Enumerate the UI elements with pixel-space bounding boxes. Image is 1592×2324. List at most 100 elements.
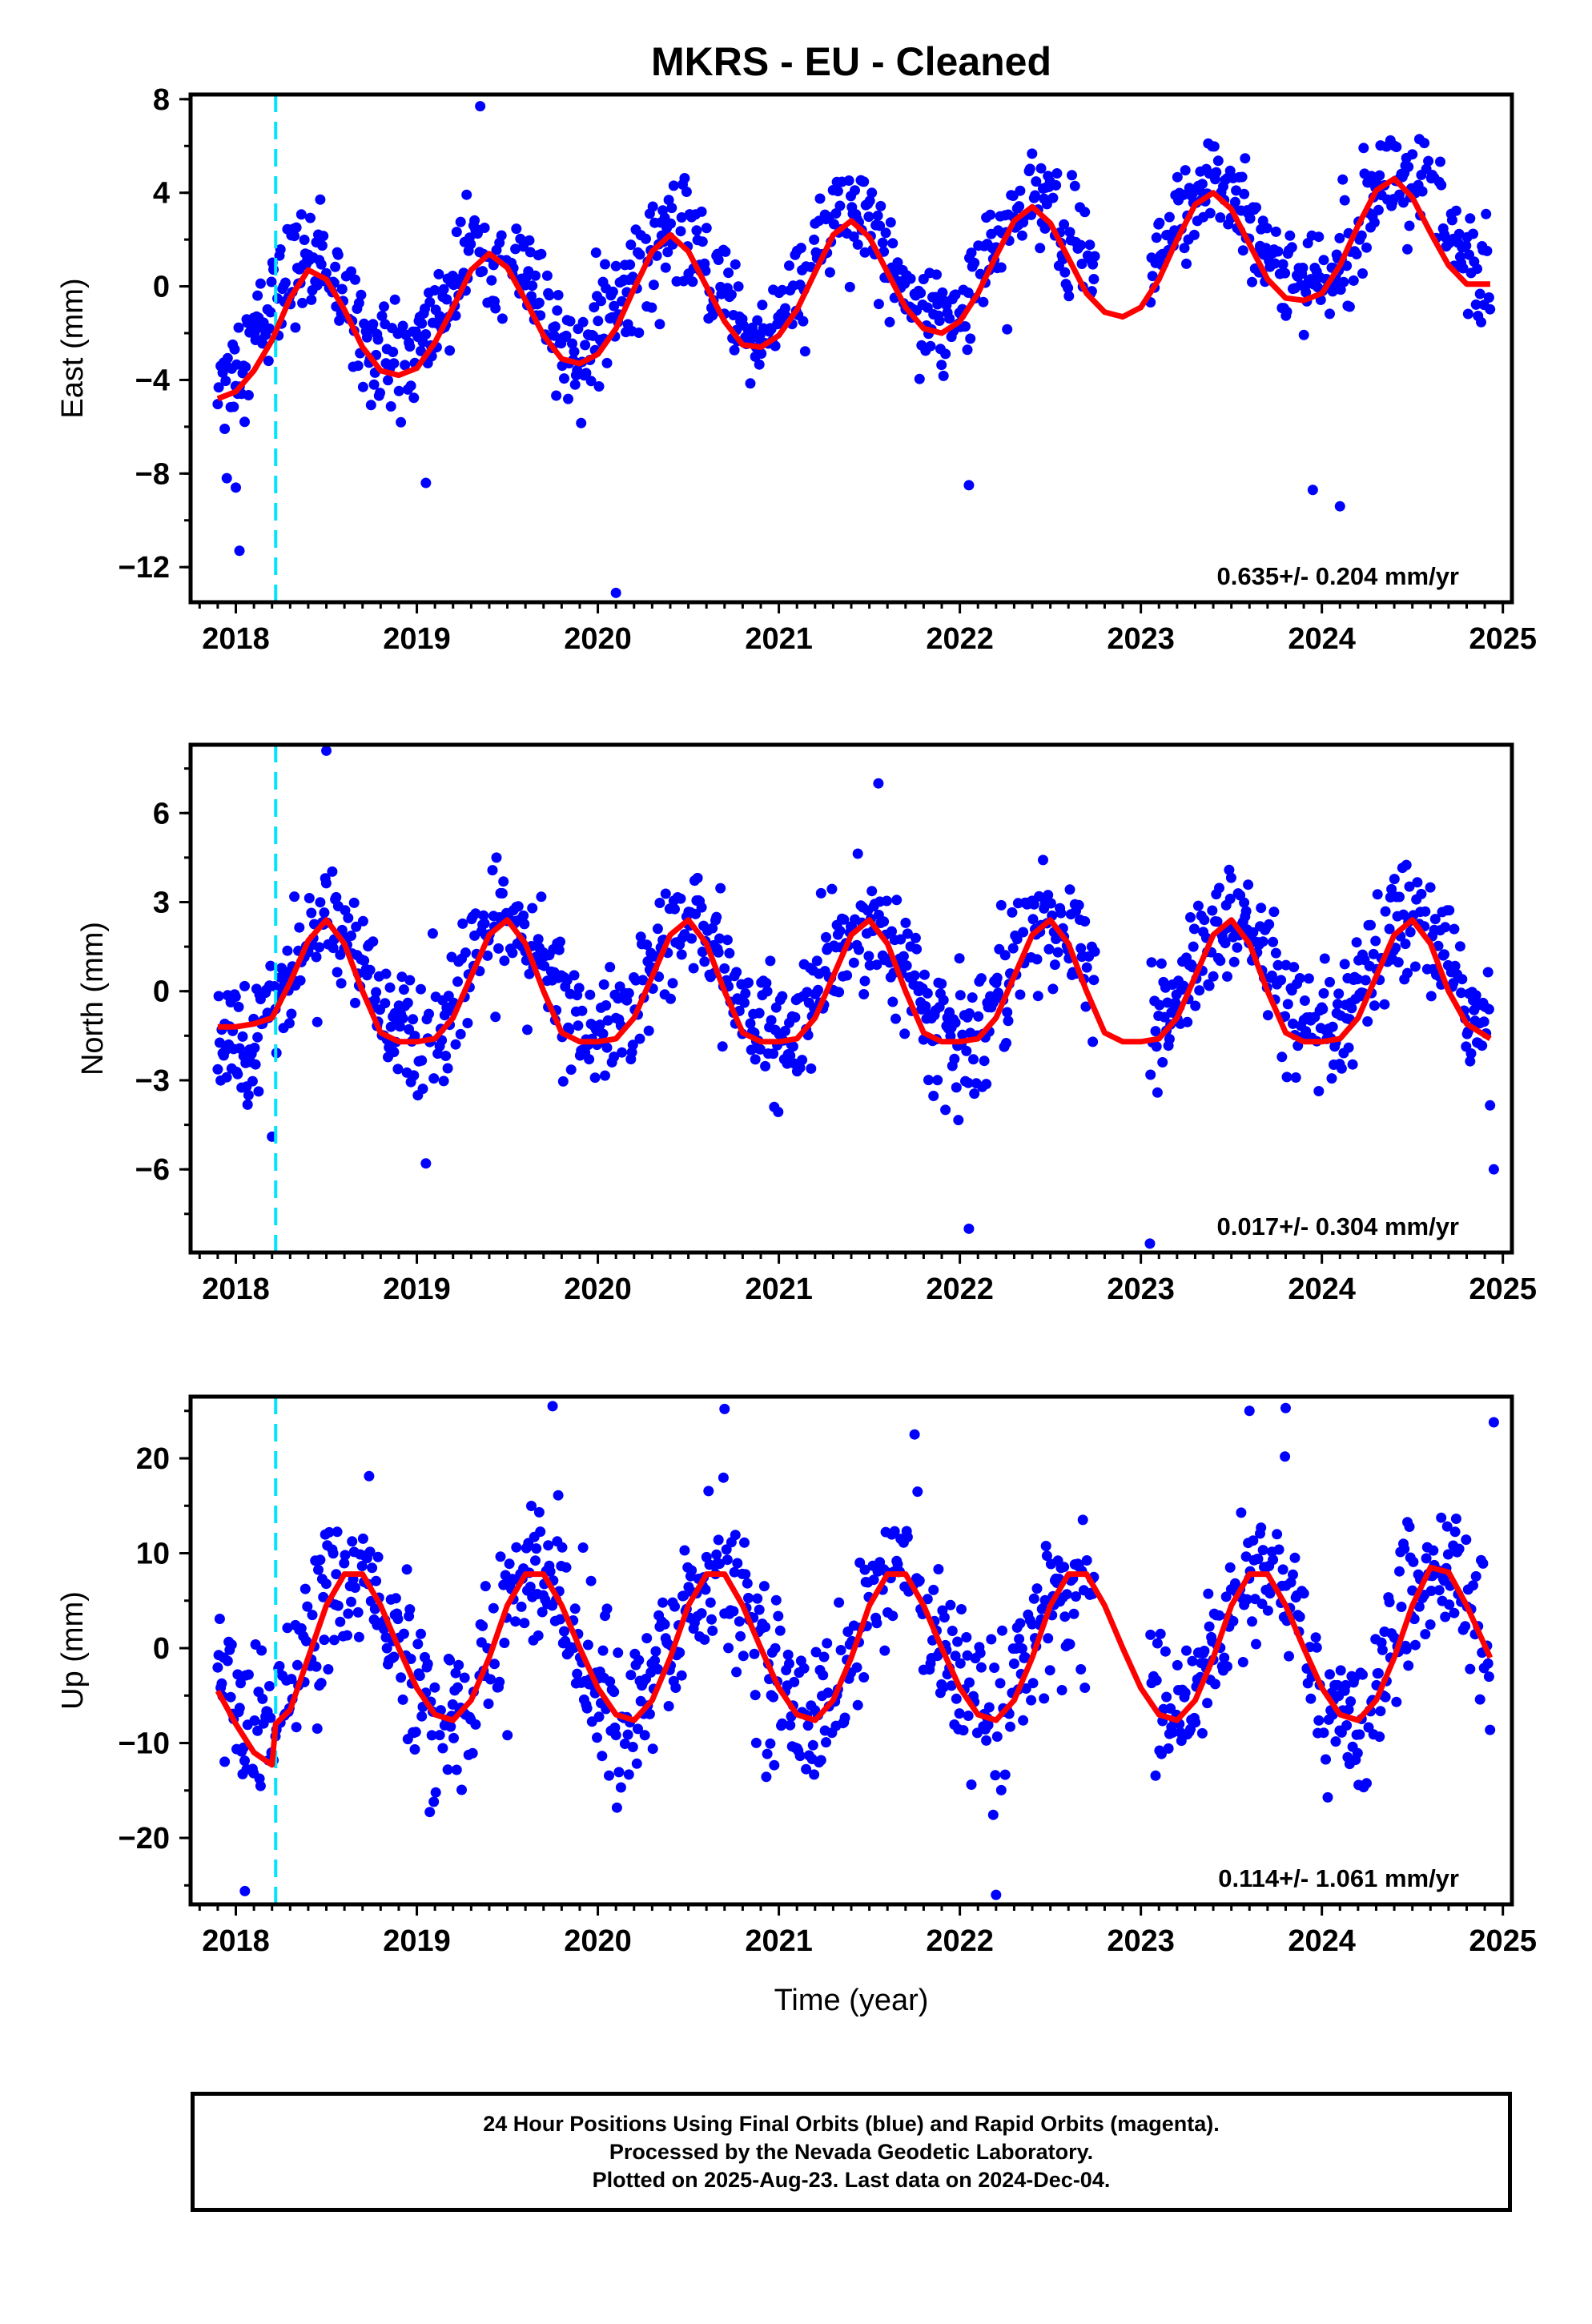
data-point (250, 1059, 261, 1070)
data-point (859, 975, 870, 987)
data-point (479, 918, 490, 929)
data-point (316, 240, 328, 251)
data-point (316, 259, 327, 270)
data-point (932, 1075, 943, 1086)
data-point (1389, 874, 1400, 885)
data-point (263, 356, 274, 367)
data-point (257, 1693, 268, 1704)
data-point (1273, 1544, 1284, 1555)
data-point (364, 1470, 375, 1482)
data-point (880, 227, 891, 239)
data-point (770, 340, 781, 352)
data-point (665, 218, 676, 229)
data-point (537, 1606, 548, 1618)
data-point (1373, 204, 1384, 215)
data-point (761, 978, 772, 988)
data-point (1374, 170, 1385, 181)
data-point (328, 1634, 340, 1646)
data-point (989, 1663, 1000, 1673)
data-point (457, 918, 468, 929)
data-point (774, 1625, 786, 1636)
data-point (809, 234, 820, 245)
data-point (1067, 170, 1077, 181)
data-point (634, 1033, 645, 1044)
data-point (1436, 1512, 1447, 1523)
x-tick-label: 2019 (383, 1273, 451, 1306)
fit-curve (217, 917, 1492, 1045)
data-point (332, 1600, 344, 1611)
data-point (1280, 1451, 1291, 1462)
data-point (336, 978, 347, 989)
data-point (266, 276, 277, 287)
data-point (253, 1086, 264, 1097)
data-point (950, 1017, 961, 1028)
data-point (584, 1054, 595, 1065)
y-tick-label: −10 (119, 1727, 170, 1761)
data-point (730, 259, 741, 270)
data-point (1474, 288, 1485, 300)
data-point (1326, 1073, 1337, 1084)
data-point (1240, 906, 1252, 917)
data-point (593, 1711, 605, 1723)
data-point (1247, 1616, 1257, 1627)
x-tick-label: 2022 (926, 1273, 994, 1306)
data-point (1307, 485, 1318, 496)
y-tick-label: 0 (153, 1632, 170, 1666)
data-point (1079, 207, 1091, 218)
data-point (401, 1564, 412, 1575)
data-point (839, 1712, 850, 1723)
data-point (938, 995, 949, 1006)
data-point (1476, 316, 1486, 328)
data-point (573, 983, 585, 994)
data-point (234, 1703, 245, 1714)
data-point (577, 1542, 589, 1553)
data-point (519, 1618, 530, 1629)
data-point (991, 1731, 1003, 1742)
data-point (692, 872, 703, 883)
data-point (469, 215, 480, 226)
data-point (1182, 1016, 1193, 1027)
x-tick-label: 2020 (564, 622, 632, 656)
data-point (526, 1501, 537, 1511)
data-point (1404, 881, 1415, 892)
data-point (1049, 959, 1060, 971)
data-point (1222, 971, 1232, 982)
data-points-1 (212, 101, 1496, 598)
data-point (966, 247, 977, 259)
data-point (705, 1597, 716, 1608)
x-tick-label: 2023 (1107, 1273, 1175, 1306)
data-point (925, 340, 936, 352)
data-point (563, 393, 573, 404)
data-point (650, 1646, 661, 1657)
data-point (874, 220, 886, 231)
data-point (220, 376, 231, 387)
data-point (392, 1063, 404, 1075)
data-point (887, 996, 899, 1007)
data-point (1160, 1646, 1171, 1657)
data-point (420, 1158, 432, 1169)
data-point (1047, 192, 1059, 203)
data-point (1043, 1633, 1054, 1644)
data-point (388, 1047, 400, 1058)
data-point (1027, 914, 1039, 925)
data-point (834, 200, 846, 211)
data-point (1020, 1683, 1031, 1694)
data-point (729, 1566, 740, 1578)
data-point (502, 1730, 513, 1741)
x-tick-label: 2018 (202, 1273, 270, 1306)
data-point (809, 1769, 820, 1780)
data-point (1043, 890, 1054, 901)
data-point (956, 1604, 967, 1614)
data-point (1402, 967, 1413, 979)
data-point (543, 1540, 554, 1551)
data-point (1457, 974, 1468, 985)
data-point (978, 296, 989, 308)
data-point (339, 1558, 350, 1569)
data-point (346, 266, 356, 277)
data-point (1386, 883, 1397, 895)
data-point (1247, 276, 1257, 287)
data-point (740, 988, 751, 999)
x-tick-label: 2018 (202, 1924, 270, 1958)
data-point (821, 931, 831, 943)
data-point (1154, 217, 1165, 228)
